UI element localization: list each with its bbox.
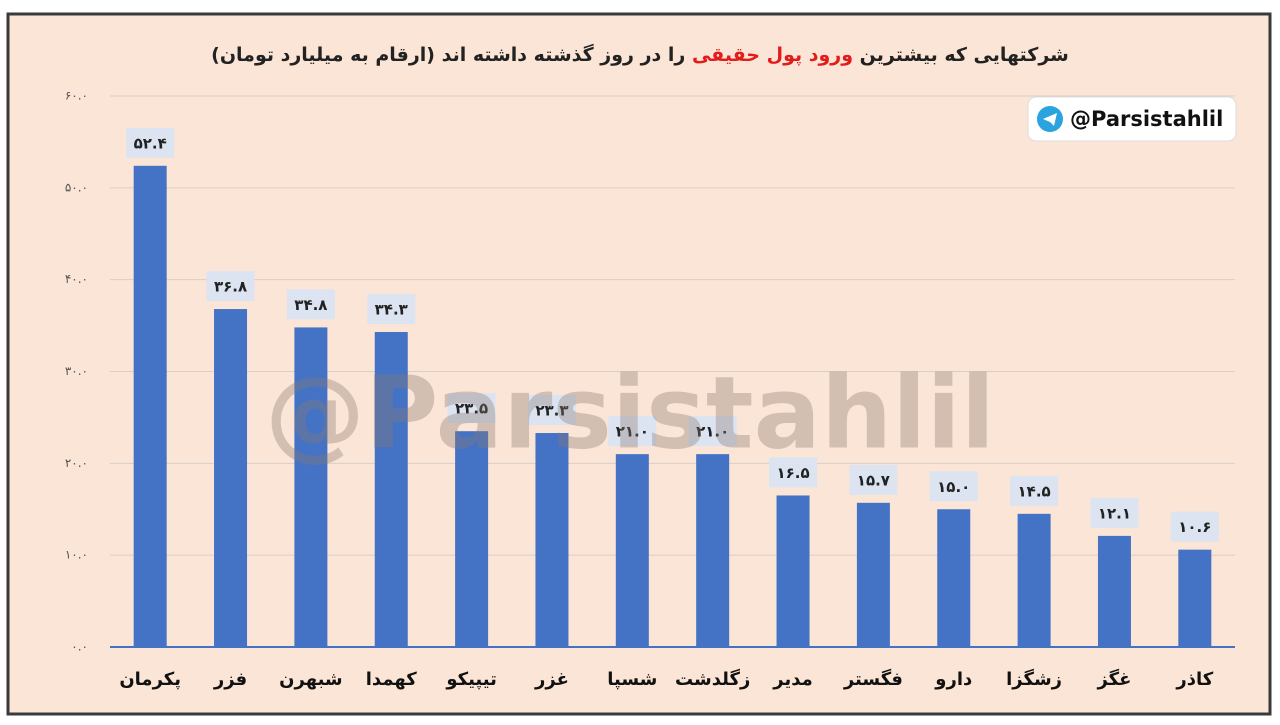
plot: ۰.۰ ۱۰.۰ ۲۰.۰ ۳۰.۰ ۴۰.۰ ۵۰.۰ ۶۰.۰ پکرمان ۵۲.۴ فزر…: [65, 89, 1235, 690]
y-tick-label: ۰.۰: [71, 640, 88, 654]
bar: [615, 454, 649, 647]
value-label-box: [447, 393, 496, 424]
value-label: ۱۶.۵: [776, 464, 809, 482]
bar: [133, 165, 167, 647]
x-tick-label: غزر: [534, 669, 569, 690]
x-tick-label: شسپا: [607, 669, 657, 690]
y-tick-label: ۵۰.۰: [65, 180, 88, 194]
value-label-box: [688, 416, 737, 447]
bar: [937, 509, 971, 647]
value-label-box: [286, 289, 335, 320]
x-tick-label: فگستر: [843, 668, 903, 690]
value-label: ۲۱.۰: [616, 423, 649, 441]
value-label: ۳۴.۳: [375, 301, 408, 319]
badge-box: [1027, 96, 1237, 142]
bar: [374, 332, 408, 647]
value-label-box: [367, 294, 416, 325]
value-label-box: [527, 395, 576, 426]
bar: [1017, 513, 1051, 647]
x-tick-label: تیپیکو: [445, 669, 497, 690]
value-label: ۲۳.۳: [535, 402, 568, 420]
x-tick-label: زشگزا: [1006, 668, 1062, 690]
y-tick-label: ۱۰.۰: [65, 548, 88, 562]
value-label-box: [929, 471, 978, 502]
value-label-box: [1090, 497, 1139, 528]
value-label: ۳۶.۸: [214, 278, 247, 296]
value-label-box: [849, 464, 898, 495]
bar: [1178, 549, 1212, 647]
badge-text: @Parsistahlil: [1070, 107, 1223, 131]
telegram-plane: [1043, 113, 1057, 126]
x-tick-label: زگلدشت: [675, 668, 750, 690]
title-part: را در روز گذشته داشته اند (ارقام به میلی…: [211, 43, 685, 66]
title-highlight: ورود پول حقیقی: [692, 44, 853, 66]
bar: [535, 433, 569, 647]
x-tick-label: مدیر: [772, 669, 813, 690]
value-label-box: [769, 457, 818, 488]
bar: [856, 502, 890, 647]
value-label: ۱۵.۷: [857, 471, 890, 489]
x-tick-label: کهمدا: [366, 669, 418, 690]
chart-title: شرکتهایی که بیشترین ورود پول حقیقی را در…: [211, 43, 1069, 66]
value-label-box: [1170, 511, 1219, 542]
value-label-box: [1010, 475, 1059, 506]
bar: [455, 431, 489, 647]
value-label: ۱۲.۱: [1098, 504, 1131, 522]
y-tick-label: ۲۰.۰: [65, 456, 88, 470]
x-tick-label: کاذر: [1175, 669, 1213, 690]
value-label: ۵۲.۴: [134, 134, 167, 152]
watermark: @Parsistahlil: [265, 354, 995, 471]
value-label: ۱۴.۵: [1018, 482, 1051, 500]
bar: [776, 495, 810, 647]
x-tick-label: غگز: [1096, 668, 1131, 690]
value-label: ۱۵.۰: [937, 478, 970, 496]
x-tick-label: شبهرن: [279, 669, 343, 690]
x-tick-label: فزر: [213, 669, 247, 690]
value-label: ۳۴.۸: [294, 296, 327, 314]
value-label: ۲۱.۰: [696, 423, 729, 441]
value-label: ۱۰.۶: [1178, 518, 1211, 536]
value-label-box: [126, 127, 175, 158]
y-tick-label: ۶۰.۰: [65, 89, 88, 103]
y-tick-label: ۳۰.۰: [65, 364, 88, 378]
bar: [1097, 535, 1131, 647]
value-label-box: [206, 271, 255, 302]
bar: [294, 327, 328, 647]
value-label: ۲۳.۵: [455, 400, 488, 418]
x-tick-label: پکرمان: [119, 669, 181, 690]
y-tick-label: ۴۰.۰: [65, 272, 88, 286]
bar: [214, 309, 248, 647]
x-tick-label: دارو: [934, 669, 972, 690]
title-part: شرکتهایی که بیشترین: [860, 44, 1069, 66]
value-label-box: [608, 416, 657, 447]
bar: [696, 454, 730, 647]
